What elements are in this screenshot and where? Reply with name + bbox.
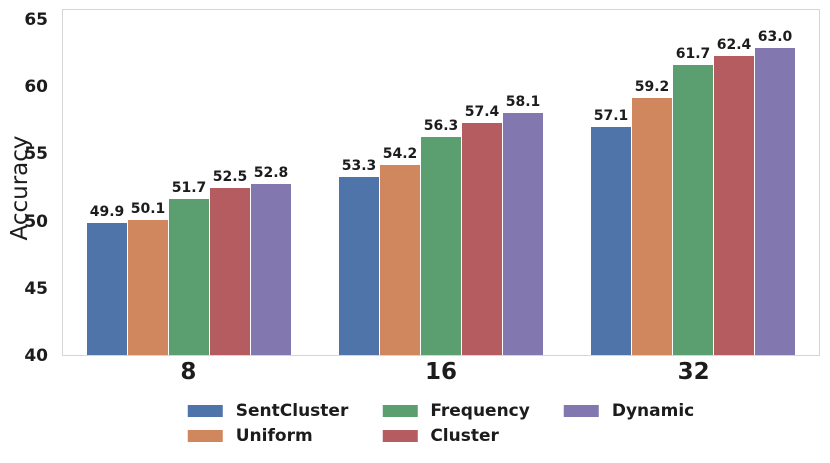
x-tick-label-32: 32 [677,359,710,385]
legend-label: Frequency [430,400,530,421]
legend-column: Dynamic [563,400,695,421]
bar-cluster-8: 52.5 [210,169,250,355]
legend-label: SentCluster [235,400,349,421]
bar-dynamic-8: 52.8 [251,165,291,355]
bar-group-16: 53.3 54.2 56.3 57.4 58.1 [315,10,567,355]
legend-item-dynamic: Dynamic [563,400,695,421]
bar-value-label: 52.8 [253,164,289,181]
legend-swatch-icon [187,404,223,417]
legend-item-cluster: Cluster [382,425,530,446]
x-axis-ticks: 8 16 32 [62,359,820,385]
legend-label: Dynamic [611,400,695,421]
bar-value-label: 56.3 [423,118,459,135]
bar-frequency-8: 51.7 [169,180,209,355]
bar-value-label: 59.2 [634,79,670,96]
legend-swatch-icon [563,404,599,417]
bar-dynamic-32: 63.0 [755,29,795,355]
x-tick-label-8: 8 [180,359,197,385]
legend-swatch-icon [382,404,418,417]
legend-column: Frequency Cluster [382,400,530,446]
y-tick-label: 55 [24,144,48,165]
legend-item-frequency: Frequency [382,400,530,421]
bar-value-label: 53.3 [341,158,377,175]
bar-sentcluster-32: 57.1 [591,108,631,355]
bar-value-label: 61.7 [675,46,711,63]
legend-item-uniform: Uniform [187,425,349,446]
bar-cluster-32: 62.4 [714,37,754,355]
x-tick-label-16: 16 [425,359,458,385]
legend: SentCluster Uniform Frequency Cluster Dynami… [187,400,695,446]
legend-column: SentCluster Uniform [187,400,349,446]
bar-group-32: 57.1 59.2 61.7 62.4 63.0 [567,10,819,355]
bar-value-label: 52.5 [212,169,248,185]
y-tick-label: 65 [24,9,48,30]
bar-dynamic-16: 58.1 [503,94,543,355]
legend-label: Uniform [235,425,313,446]
bar-value-label: 58.1 [505,94,541,111]
bar-sentcluster-8: 49.9 [87,204,127,355]
bar-value-label: 54.2 [382,146,418,163]
bar-value-label: 57.4 [464,103,500,120]
legend-swatch-icon [187,429,223,442]
legend-swatch-icon [382,429,418,442]
plot-area: 49.9 50.1 51.7 52.5 52.8 53.3 54.2 56.3 57.4 58.1… [62,9,820,356]
bar-cluster-16: 57.4 [462,104,502,355]
y-axis-ticks: 40 45 50 55 60 65 [0,9,48,366]
bar-frequency-16: 56.3 [421,118,461,355]
y-tick-label: 40 [24,346,48,366]
bar-frequency-32: 61.7 [673,46,713,355]
bar-value-label: 62.4 [716,36,752,53]
y-tick-label: 45 [24,278,48,299]
bar-uniform-16: 54.2 [380,146,420,355]
bar-uniform-8: 50.1 [128,201,168,355]
legend-item-sentcluster: SentCluster [187,400,349,421]
bar-value-label: 57.1 [593,107,629,124]
bar-value-label: 63.0 [757,28,793,45]
bar-group-8: 49.9 50.1 51.7 52.5 52.8 [63,10,315,355]
plot-groups: 49.9 50.1 51.7 52.5 52.8 53.3 54.2 56.3 57.4 58.1… [63,10,819,355]
bar-sentcluster-16: 53.3 [339,158,379,355]
bar-value-label: 49.9 [89,203,125,220]
bar-value-label: 51.7 [171,179,207,196]
y-tick-label: 50 [24,211,48,232]
bar-uniform-32: 59.2 [632,79,672,355]
bar-value-label: 50.1 [130,201,166,218]
legend-label: Cluster [430,425,499,446]
y-tick-label: 60 [24,77,48,98]
